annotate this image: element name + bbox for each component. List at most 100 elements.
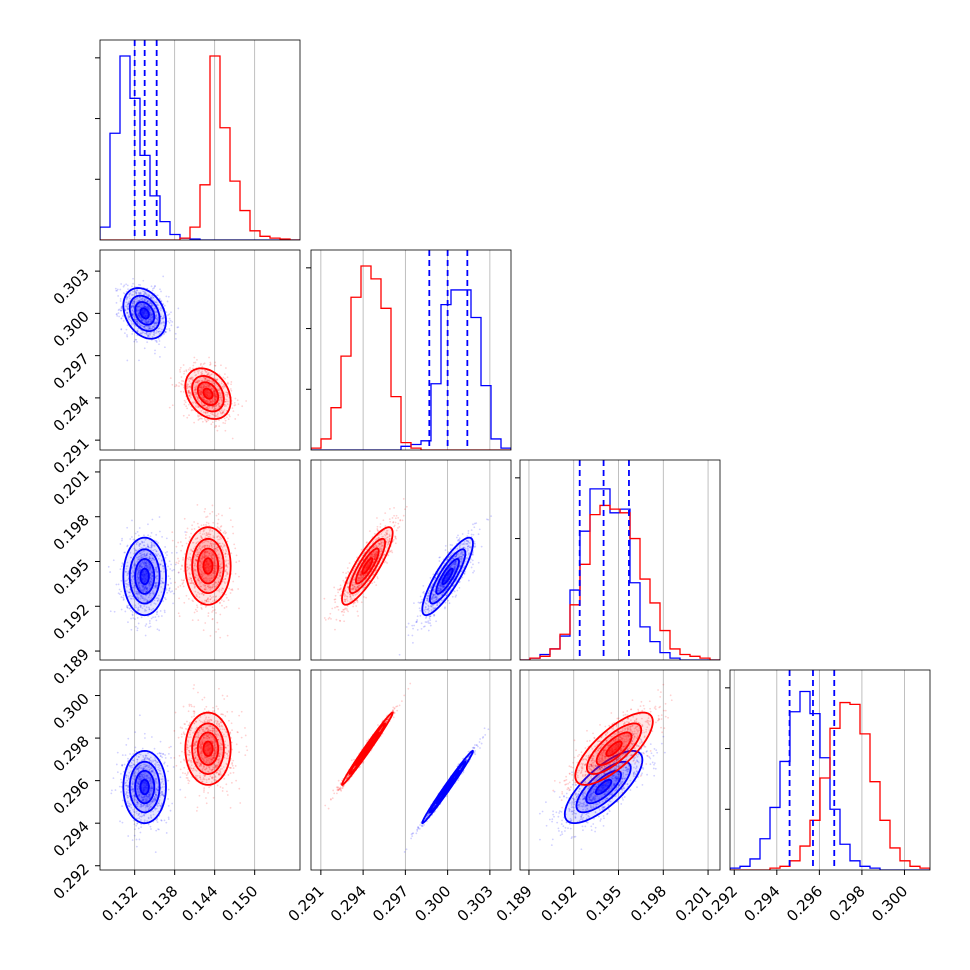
contour-line [191,375,225,413]
red-histogram [520,504,720,660]
contour-line [122,536,167,617]
contour-line [421,749,474,825]
contour-line [122,287,167,340]
contour-line [585,769,622,805]
contour-line [441,778,454,796]
density-level [203,558,213,574]
contour-line [196,547,220,585]
contour-line [341,526,394,606]
contour-line [202,557,214,575]
panel-2-2 [515,459,721,661]
x-tick-label: 0.294 [327,882,370,925]
density-level [595,779,612,795]
density-level [140,568,149,585]
panel-frame [310,459,512,661]
contour-line [595,731,633,766]
y-tick-label: 0.296 [50,775,93,818]
x-tick-label: 0.291 [285,882,328,925]
y-tick-label: 0.198 [50,511,93,554]
contour-line [574,711,654,786]
panel-frame [519,669,721,871]
x-tick-label: 0.189 [493,882,536,925]
contour-line [139,307,150,320]
blue-histogram [100,55,300,240]
contour-line [191,537,225,595]
y-tick-label: 0.294 [50,392,93,435]
panel-frame [519,459,721,661]
panel-frame [99,39,301,241]
contour-line [348,722,386,776]
blue-histogram [311,289,511,450]
x-tick-label: 0.195 [582,882,625,925]
panel-frame [99,249,301,451]
contour-line [202,740,214,757]
density-level [606,741,622,756]
panel-3-1: 0.291 0.294 0.297 0.300 0.303 [285,669,512,925]
contour-line [421,536,474,617]
y-tick-label: 0.300 [50,307,93,350]
red-histogram [100,55,300,240]
x-tick-label: 0.300 [411,882,454,925]
x-tick-label: 0.300 [868,882,911,925]
contour-line [361,740,374,757]
panel-frame [99,459,301,661]
x-tick-label: 0.192 [537,882,580,925]
contour-line [594,778,613,796]
panel-frame [310,669,512,871]
blue-histogram [520,488,720,660]
x-tick-label: 0.144 [178,882,221,925]
y-tick-label: 0.189 [50,645,93,688]
density-level [140,779,149,795]
red-histogram [311,265,511,450]
y-tick-label: 0.297 [50,350,93,393]
contour-line [341,711,394,786]
contour-line [128,760,161,814]
x-tick-label: 0.296 [783,882,826,925]
x-tick-label: 0.303 [454,882,497,925]
panel-frame [310,249,512,451]
contour-line [184,526,232,606]
contour-line [202,387,214,400]
y-tick-label: 0.298 [50,732,93,775]
panel-3-2: 0.189 0.192 0.195 0.198 0.201 [493,669,721,925]
y-tick-label: 0.201 [50,466,93,509]
y-tick-label: 0.195 [50,556,93,599]
contour-line [428,760,467,814]
x-tick-label: 0.294 [741,882,784,925]
x-tick-label: 0.198 [627,882,670,925]
x-tick-label: 0.132 [98,882,141,925]
contour-line [128,294,161,333]
panel-frame [99,669,301,871]
contour-line [575,760,632,814]
contour-line [355,731,380,766]
x-tick-label: 0.150 [218,882,261,925]
contour-line [428,548,467,605]
contour-line [139,567,150,586]
panel-frame [729,669,931,871]
y-tick-label: 0.292 [50,860,93,903]
y-tick-label: 0.300 [50,690,93,733]
contour-line [435,769,460,805]
red-histogram [730,701,930,870]
panel-2-1 [310,459,512,661]
contour-line [348,537,386,595]
contour-line [184,711,232,786]
contour-line [134,301,156,326]
contour-line [585,722,643,775]
contour-line [355,547,380,585]
x-tick-label: 0.297 [369,882,412,925]
contour-line [563,749,644,825]
contour-line [361,557,374,575]
contour-line [128,548,161,605]
density-level [442,568,453,585]
y-tick-label: 0.303 [50,265,93,308]
contour-line [134,558,156,595]
y-tick-label: 0.294 [50,817,93,860]
contour-line [196,731,220,766]
blue-histogram [730,690,930,870]
y-tick-label: 0.192 [50,600,93,643]
